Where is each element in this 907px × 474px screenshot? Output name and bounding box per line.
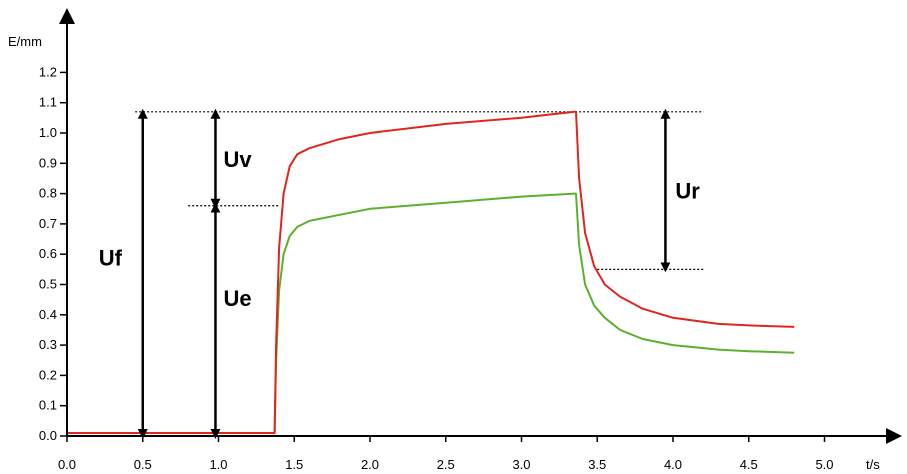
x-tick-label: 2.0 — [361, 457, 379, 472]
x-tick-label: 0.5 — [134, 457, 152, 472]
y-tick-label: 0.7 — [39, 216, 57, 231]
annotation-label-ue: Ue — [223, 286, 251, 311]
x-tick-label: 5.0 — [815, 457, 833, 472]
x-tick-label: 1.5 — [285, 457, 303, 472]
y-tick-label: 0.3 — [39, 337, 57, 352]
x-tick-label: 0.0 — [58, 457, 76, 472]
y-tick-label: 0.4 — [39, 307, 57, 322]
x-tick-label: 3.5 — [588, 457, 606, 472]
series-layer — [67, 110, 795, 434]
axes: 0.0 0.1 0.2 0.3 0.4 0.5 0.6 0.7 0.8 0.9 1.0 1.1 1.2 0… — [39, 8, 902, 472]
series-line-green — [67, 192, 795, 434]
y-tick-label: 0.2 — [39, 367, 57, 382]
x-tick-label: 4.0 — [664, 457, 682, 472]
y-tick-label: 1.1 — [39, 95, 57, 110]
y-tick-label: 0.9 — [39, 155, 57, 170]
x-axis-arrow — [886, 428, 902, 444]
x-tick-label: 3.0 — [512, 457, 530, 472]
x-axis-title: t/s — [866, 457, 880, 472]
y-tick-label: 0.1 — [39, 398, 57, 413]
x-tick-label: 4.5 — [740, 457, 758, 472]
y-axis-arrow — [59, 8, 75, 24]
reference-lines — [135, 111, 704, 270]
annotation-label-uf: Uf — [99, 246, 123, 271]
y-axis-title: E/mm — [8, 34, 42, 49]
x-tick-label: 1.0 — [209, 457, 227, 472]
annotation-label-uv: Uv — [223, 147, 252, 172]
x-tick-label: 2.5 — [437, 457, 455, 472]
y-tick-label: 0.6 — [39, 246, 57, 261]
y-tick-label: 0.5 — [39, 277, 57, 292]
annotation-label-ur: Ur — [675, 179, 700, 204]
y-tick-label: 1.0 — [39, 125, 57, 140]
y-tick-label: 1.2 — [39, 64, 57, 79]
y-tick-label: 0.0 — [39, 428, 57, 443]
annotations: Uf Uv Ue Ur — [99, 108, 700, 439]
y-tick-label: 0.8 — [39, 186, 57, 201]
series-line-red — [67, 110, 795, 434]
